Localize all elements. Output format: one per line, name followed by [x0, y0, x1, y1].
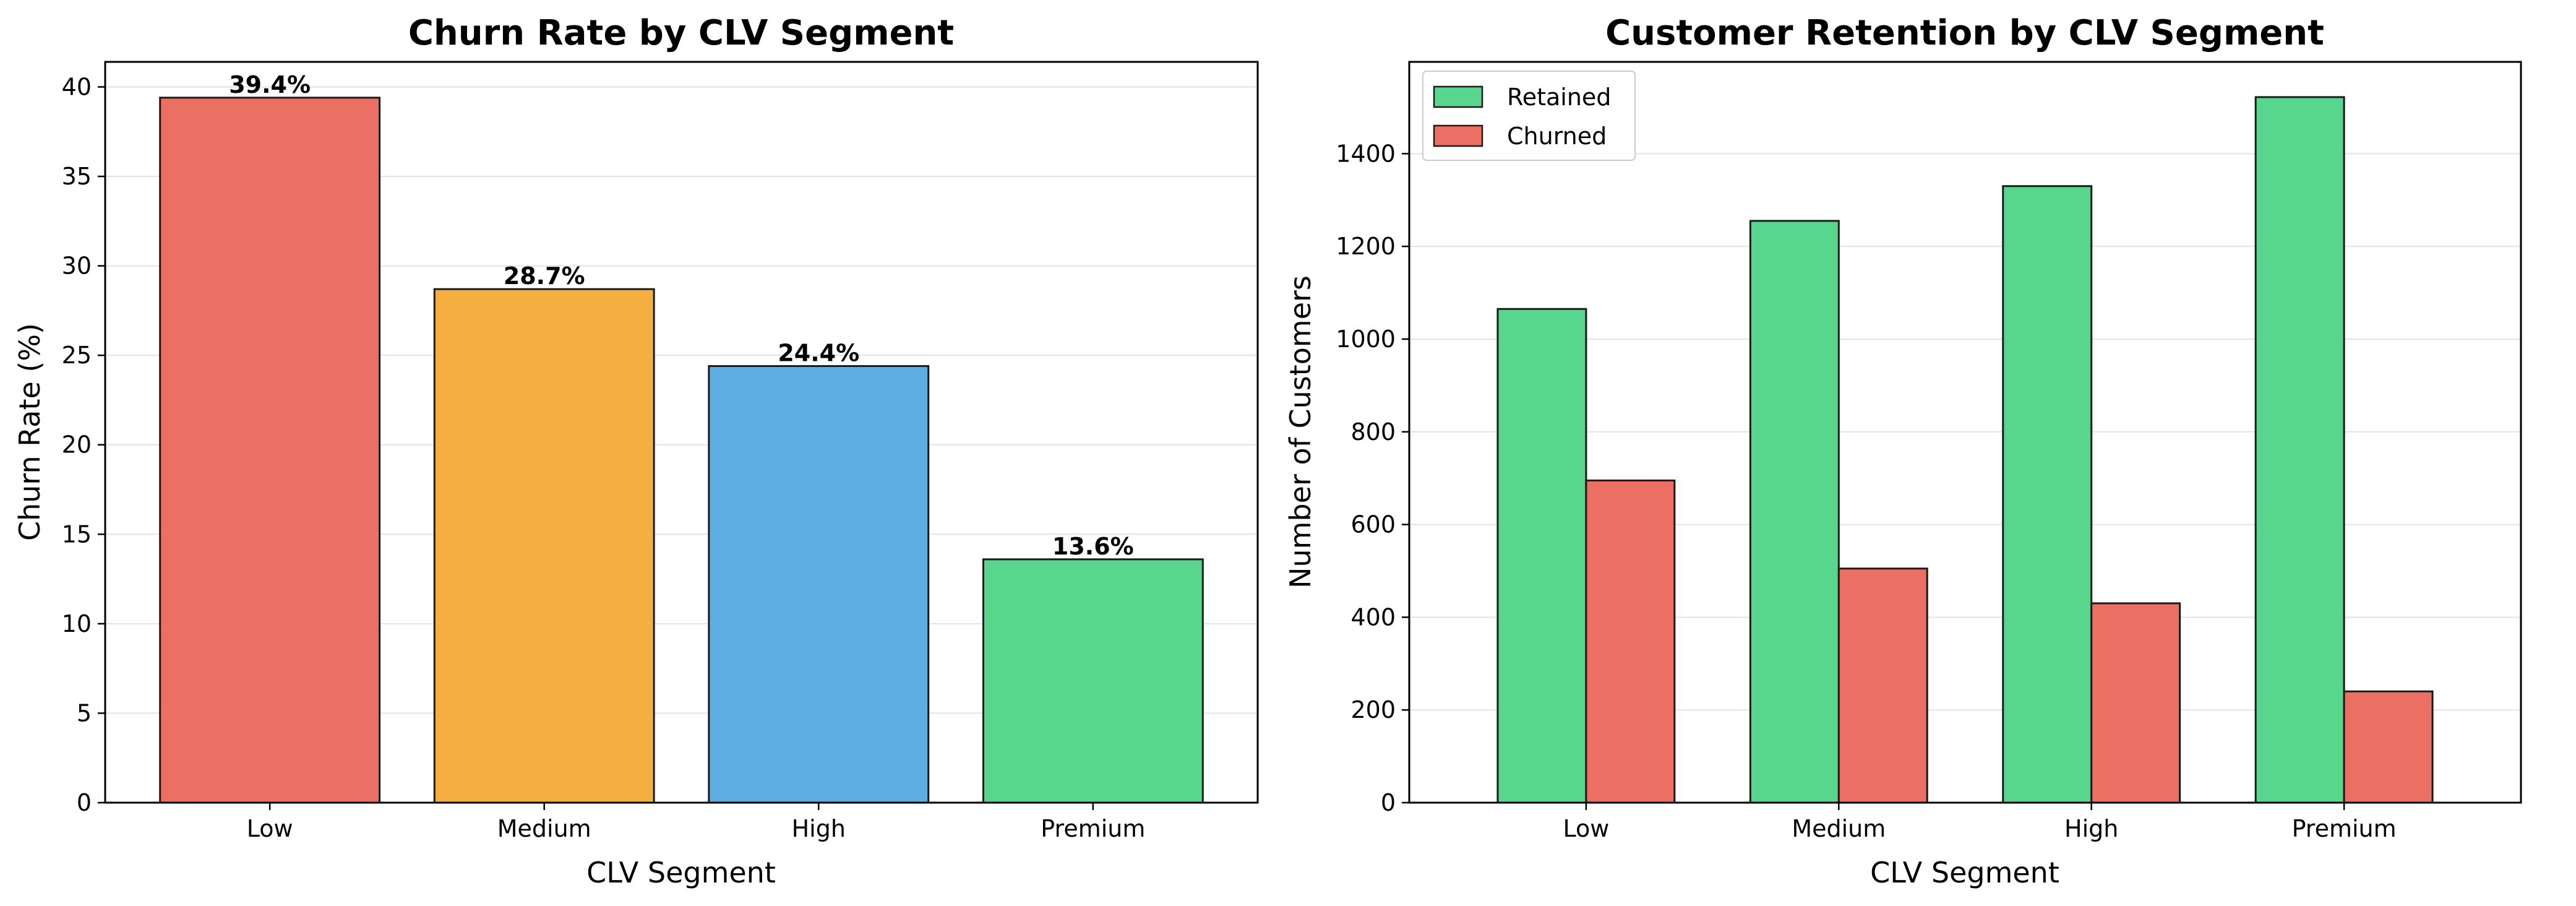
y-tick-label: 1200 [1336, 233, 1396, 260]
plot-frame [104, 61, 1259, 804]
data-label-medium: 28.7% [504, 262, 585, 290]
x-tick-label-premium: Premium [2292, 815, 2397, 842]
legend-swatch-churned [1433, 124, 1483, 147]
bar-churned-premium [2343, 690, 2434, 804]
x-tick-label-high: High [2064, 815, 2118, 842]
x-axis-label: CLV Segment [586, 856, 776, 889]
y-tick-label: 200 [1350, 696, 1396, 723]
data-label-low: 39.4% [229, 71, 311, 98]
bar-premium [982, 558, 1204, 804]
bar-retained-premium [2254, 96, 2345, 804]
bar-churned-high [2090, 602, 2181, 804]
legend-label-churned: Churned [1507, 123, 1607, 150]
y-tick-label: 40 [62, 73, 92, 100]
y-tick-label: 1400 [1336, 140, 1396, 167]
retention-chart: 0 200 400 600 800 1000 1200 1400 Low Medium High P… [1284, 13, 2522, 889]
y-axis-label: Churn Rate (%) [13, 323, 46, 541]
bar-medium [433, 288, 655, 804]
x-tick-label-medium: Medium [497, 815, 591, 842]
y-axis-label: Number of Customers [1284, 275, 1317, 589]
y-tick-label: 0 [1381, 789, 1396, 816]
legend-label-retained: Retained [1507, 84, 1611, 111]
bar-retained-low [1496, 308, 1587, 804]
y-tick-label: 600 [1350, 511, 1396, 538]
y-tick-label: 5 [77, 699, 92, 727]
y-tick-label: 800 [1350, 418, 1396, 446]
y-tick-label: 10 [62, 610, 92, 637]
bar-churned-medium [1837, 567, 1928, 804]
legend-swatch-retained [1433, 85, 1483, 108]
y-tick-label: 1000 [1336, 326, 1396, 353]
bar-high [708, 365, 930, 804]
y-tick-label: 35 [62, 163, 92, 190]
bar-churned-low [1585, 479, 1676, 804]
legend: Retained Churned [1422, 71, 1636, 161]
y-tick-label: 20 [62, 431, 92, 459]
x-tick-label-premium: Premium [1041, 815, 1145, 842]
y-tick-label: 25 [62, 342, 92, 369]
x-tick-label-high: High [792, 815, 846, 842]
y-tick-label: 400 [1350, 603, 1396, 631]
x-axis-label: CLV Segment [1870, 856, 2059, 889]
bar-retained-medium [1749, 220, 1840, 804]
x-tick-label-medium: Medium [1792, 815, 1886, 842]
y-tick-label: 15 [62, 520, 92, 548]
data-label-high: 24.4% [778, 340, 859, 367]
chart-title: Churn Rate by CLV Segment [408, 13, 954, 53]
y-tick-label: 30 [62, 252, 92, 280]
bar-retained-high [2002, 185, 2093, 804]
bar-low [159, 97, 381, 804]
churn-rate-chart: 39.4% 28.7% 24.4% 13.6% 0 5 10 15 20 25 30 35 40 Lo… [13, 13, 1259, 889]
x-tick-label-low: Low [1563, 815, 1609, 842]
x-tick-label-low: Low [247, 815, 293, 842]
data-label-premium: 13.6% [1052, 533, 1134, 560]
chart-title: Customer Retention by CLV Segment [1605, 13, 2324, 53]
y-tick-label: 0 [77, 789, 92, 816]
